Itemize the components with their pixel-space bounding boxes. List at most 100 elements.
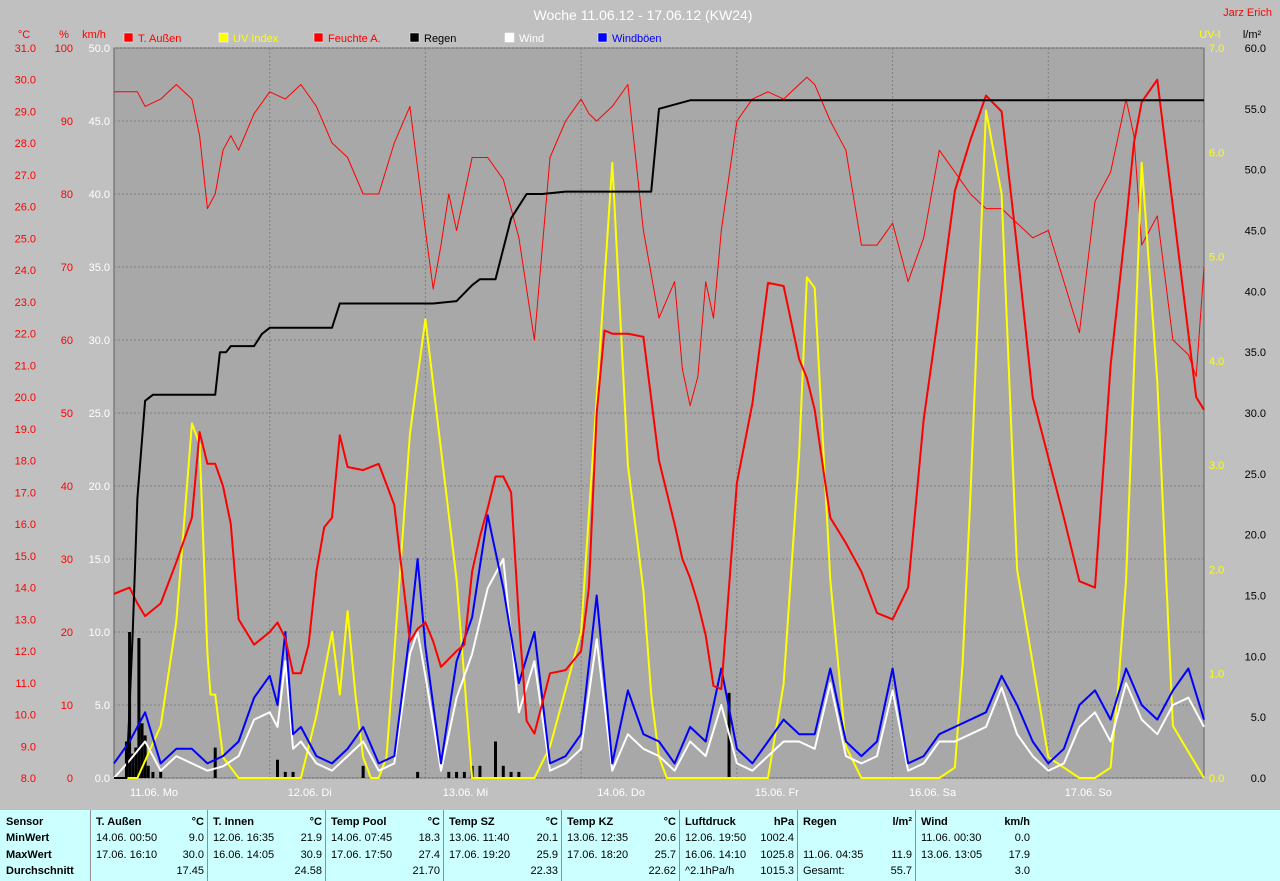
- rain-bar: [416, 771, 420, 778]
- rain-bar: [134, 747, 138, 778]
- temp-tick-label: 14.0: [15, 583, 36, 595]
- stats-value: 18.3: [418, 832, 440, 844]
- series-line-regen: [114, 99, 1204, 779]
- temp-tick-label: 28.0: [15, 138, 36, 150]
- wind-tick-label: 5.0: [95, 700, 110, 712]
- temp-unit-label: °C: [18, 29, 30, 41]
- rain-bar: [159, 771, 163, 778]
- stats-row-label: MinWert: [6, 832, 50, 844]
- rain-bar: [291, 771, 295, 778]
- stats-header: Temp SZ: [449, 816, 495, 828]
- stats-timestamp: 12.06. 19:50: [685, 832, 747, 844]
- rain-tick-label: 55.0: [1245, 104, 1266, 116]
- wind-tick-label: 25.0: [89, 408, 110, 420]
- x-tick-label: 17.06. So: [1065, 787, 1112, 799]
- uv-unit-label: UV-I: [1199, 29, 1220, 41]
- stats-value: 1015.3: [760, 865, 794, 877]
- temp-tick-label: 25.0: [15, 233, 36, 245]
- rain-bar: [151, 771, 155, 778]
- stats-value: 9.0: [188, 832, 204, 844]
- wind-tick-label: 35.0: [89, 262, 110, 274]
- rain-bar: [494, 741, 497, 778]
- stats-col-wind: Wind km/h 11.06. 00:30 0.0 13.06. 13:05 17.9 3…: [915, 810, 1034, 881]
- temp-tick-label: 22.0: [15, 329, 36, 341]
- humidity-tick-label: 40: [61, 481, 73, 493]
- stats-timestamp: Gesamt:: [803, 865, 845, 877]
- stats-timestamp: 12.06. 16:35: [213, 832, 275, 844]
- rain-bar: [213, 747, 217, 778]
- stats-value: 20.1: [536, 832, 558, 844]
- temp-tick-label: 16.0: [15, 519, 36, 531]
- temp-tick-label: 17.0: [15, 487, 36, 499]
- stats-value: 17.9: [1008, 849, 1030, 861]
- rain-tick-label: 30.0: [1245, 408, 1266, 420]
- rain-unit-label: l/m²: [1243, 29, 1262, 41]
- temp-tick-label: 11.0: [15, 678, 36, 690]
- grid: [114, 47, 1204, 779]
- stats-col-t-innen: T. Innen °C 12.06. 16:35 21.9 16.06. 14:05 30…: [207, 810, 326, 881]
- rain-tick-label: 50.0: [1245, 165, 1266, 177]
- legend-label: Regen: [424, 33, 456, 45]
- temp-tick-label: 15.0: [15, 551, 36, 563]
- wind-tick-label: 20.0: [89, 481, 110, 493]
- stats-col-luftdruck: Luftdruck hPa 12.06. 19:50 1002.4 16.06. 14:…: [679, 810, 798, 881]
- stats-col-temp-kz: Temp KZ °C 13.06. 12:35 20.6 17.06. 18:20 25.…: [561, 810, 680, 881]
- stats-header: T. Innen: [213, 816, 254, 828]
- stats-timestamp: 13.06. 11:40: [449, 832, 510, 844]
- stats-value: 21.70: [412, 865, 440, 877]
- stats-col-temp-pool: Temp Pool °C 14.06. 07:45 18.3 17.06. 17:50 2…: [325, 810, 444, 881]
- stats-unit: °C: [309, 816, 322, 828]
- series-line-uv-index: [114, 109, 1205, 779]
- temp-tick-label: 27.0: [15, 170, 36, 182]
- stats-timestamp: 16.06. 14:05: [213, 849, 275, 861]
- legend-label: Wind: [519, 33, 544, 45]
- stats-unit: °C: [191, 816, 204, 828]
- legend-swatch: [597, 32, 608, 43]
- rain-bar: [462, 771, 466, 778]
- temp-tick-label: 13.0: [15, 614, 36, 626]
- stats-col-t-au-en: T. Außen °C 14.06. 00:50 9.0 17.06. 16:10 30.…: [90, 810, 208, 881]
- stats-header: Temp Pool: [331, 816, 387, 828]
- legend-swatch: [504, 32, 515, 43]
- stats-timestamp: 14.06. 07:45: [331, 832, 393, 844]
- stats-value: 24.58: [294, 865, 322, 877]
- rain-bar: [283, 771, 287, 778]
- legend-label: Feuchte A.: [328, 33, 381, 45]
- humidity-unit-label: %: [59, 29, 69, 41]
- stats-timestamp: 14.06. 00:50: [96, 832, 158, 844]
- temp-tick-label: 24.0: [15, 265, 36, 277]
- legend-label: T. Außen: [138, 33, 181, 45]
- rain-bar: [276, 759, 279, 778]
- rain-tick-label: 20.0: [1245, 530, 1266, 542]
- weather-week-chart: Woche 11.06.12 - 17.06.12 (KW24) Jarz Er…: [14, 7, 1272, 799]
- temp-tick-label: 21.0: [15, 360, 36, 372]
- rain-bar: [131, 753, 135, 778]
- stats-value: 27.4: [418, 849, 440, 861]
- temp-tick-label: 8.0: [21, 773, 36, 785]
- rain-bar: [455, 771, 459, 778]
- x-tick-label: 15.06. Fr: [755, 787, 799, 799]
- temp-tick-label: 29.0: [15, 106, 36, 118]
- rain-bar: [509, 771, 513, 778]
- legend-label: UV Index: [233, 33, 279, 45]
- temp-tick-label: 20.0: [15, 392, 36, 404]
- stats-header: T. Außen: [96, 816, 142, 828]
- stats-unit: °C: [545, 816, 558, 828]
- uv-tick-label: 4.0: [1209, 356, 1224, 368]
- stats-value: 25.9: [536, 849, 558, 861]
- stats-header: Sensor: [6, 816, 44, 828]
- humidity-tick-label: 30: [61, 554, 73, 566]
- stats-unit: °C: [427, 816, 440, 828]
- stats-timestamp: 13.06. 13:05: [921, 849, 983, 861]
- stats-header: Temp KZ: [567, 816, 614, 828]
- humidity-tick-label: 60: [61, 335, 73, 347]
- stats-unit: km/h: [1004, 816, 1030, 828]
- stats-timestamp: 13.06. 12:35: [567, 832, 629, 844]
- uv-tick-label: 6.0: [1209, 147, 1224, 159]
- stats-unit: l/m²: [892, 816, 912, 828]
- series-line-feuchte-a-: [114, 76, 1205, 407]
- stats-header: Regen: [803, 816, 837, 828]
- temp-tick-label: 12.0: [15, 646, 36, 658]
- wind-tick-label: 30.0: [89, 335, 110, 347]
- humidity-tick-label: 100: [55, 43, 73, 55]
